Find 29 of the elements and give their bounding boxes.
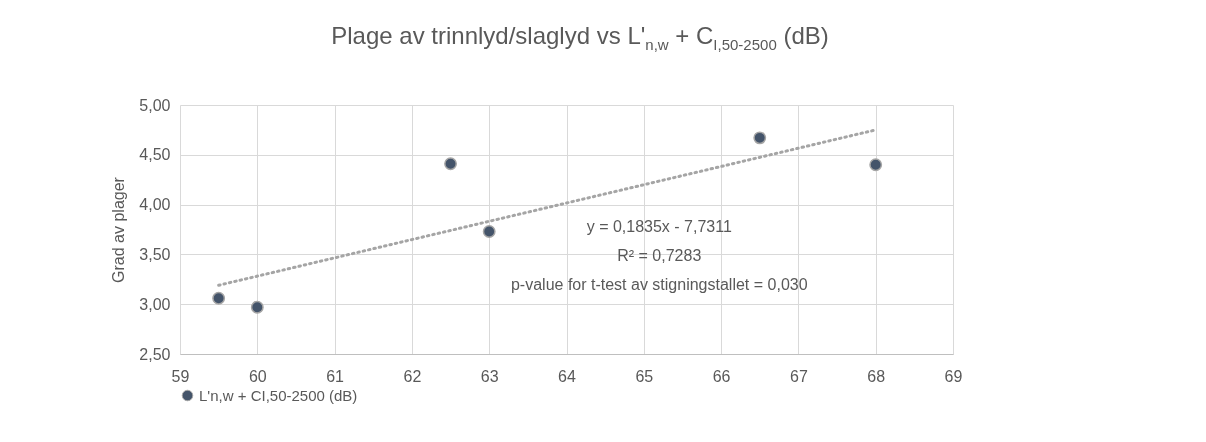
- legend-label: L'n,w + CI,50-2500 (dB): [199, 386, 358, 404]
- point: [482, 225, 496, 238]
- y-tick-label: 2,50: [139, 345, 171, 363]
- chart-title: Plage av trinnlyd/slaglyd vs L'$_{n,w}$ + C$_{I,50-2500}$ (dB): [330, 22, 830, 53]
- y-tick-label: 3,50: [139, 245, 171, 263]
- x-tick-label: 63: [480, 367, 499, 385]
- x-tick-label: 69: [944, 367, 963, 385]
- point: [869, 158, 883, 172]
- x-tick-label: 65: [635, 367, 654, 385]
- y-axis-title: Grad av plager: [110, 176, 128, 283]
- y-tick-label: 3,00: [139, 295, 171, 313]
- x-tick-label: 68: [867, 367, 886, 385]
- x-tick-label: 60: [248, 367, 267, 385]
- x-tick-label: 66: [712, 367, 731, 385]
- x-tick-label: 67: [790, 367, 808, 385]
- annotation: R² = 0,7283: [617, 247, 702, 265]
- y-tick-label: 5,00: [139, 96, 171, 114]
- point: [444, 157, 457, 171]
- point: [212, 291, 226, 305]
- x-tick-label: 59: [171, 367, 190, 385]
- x-tick-label: 61: [326, 367, 345, 385]
- point: [250, 300, 264, 314]
- y-tick-label: 4,00: [139, 196, 171, 214]
- x-tick-label: 64: [558, 367, 576, 385]
- y-tick-label: 4,50: [139, 146, 171, 164]
- point: [753, 131, 767, 145]
- annotation: y = 0,1835x - 7,7311: [586, 218, 732, 236]
- x-tick-label: 62: [403, 367, 422, 385]
- annotation: p-value for t-test av stigningstallet = 0,030: [510, 276, 808, 294]
